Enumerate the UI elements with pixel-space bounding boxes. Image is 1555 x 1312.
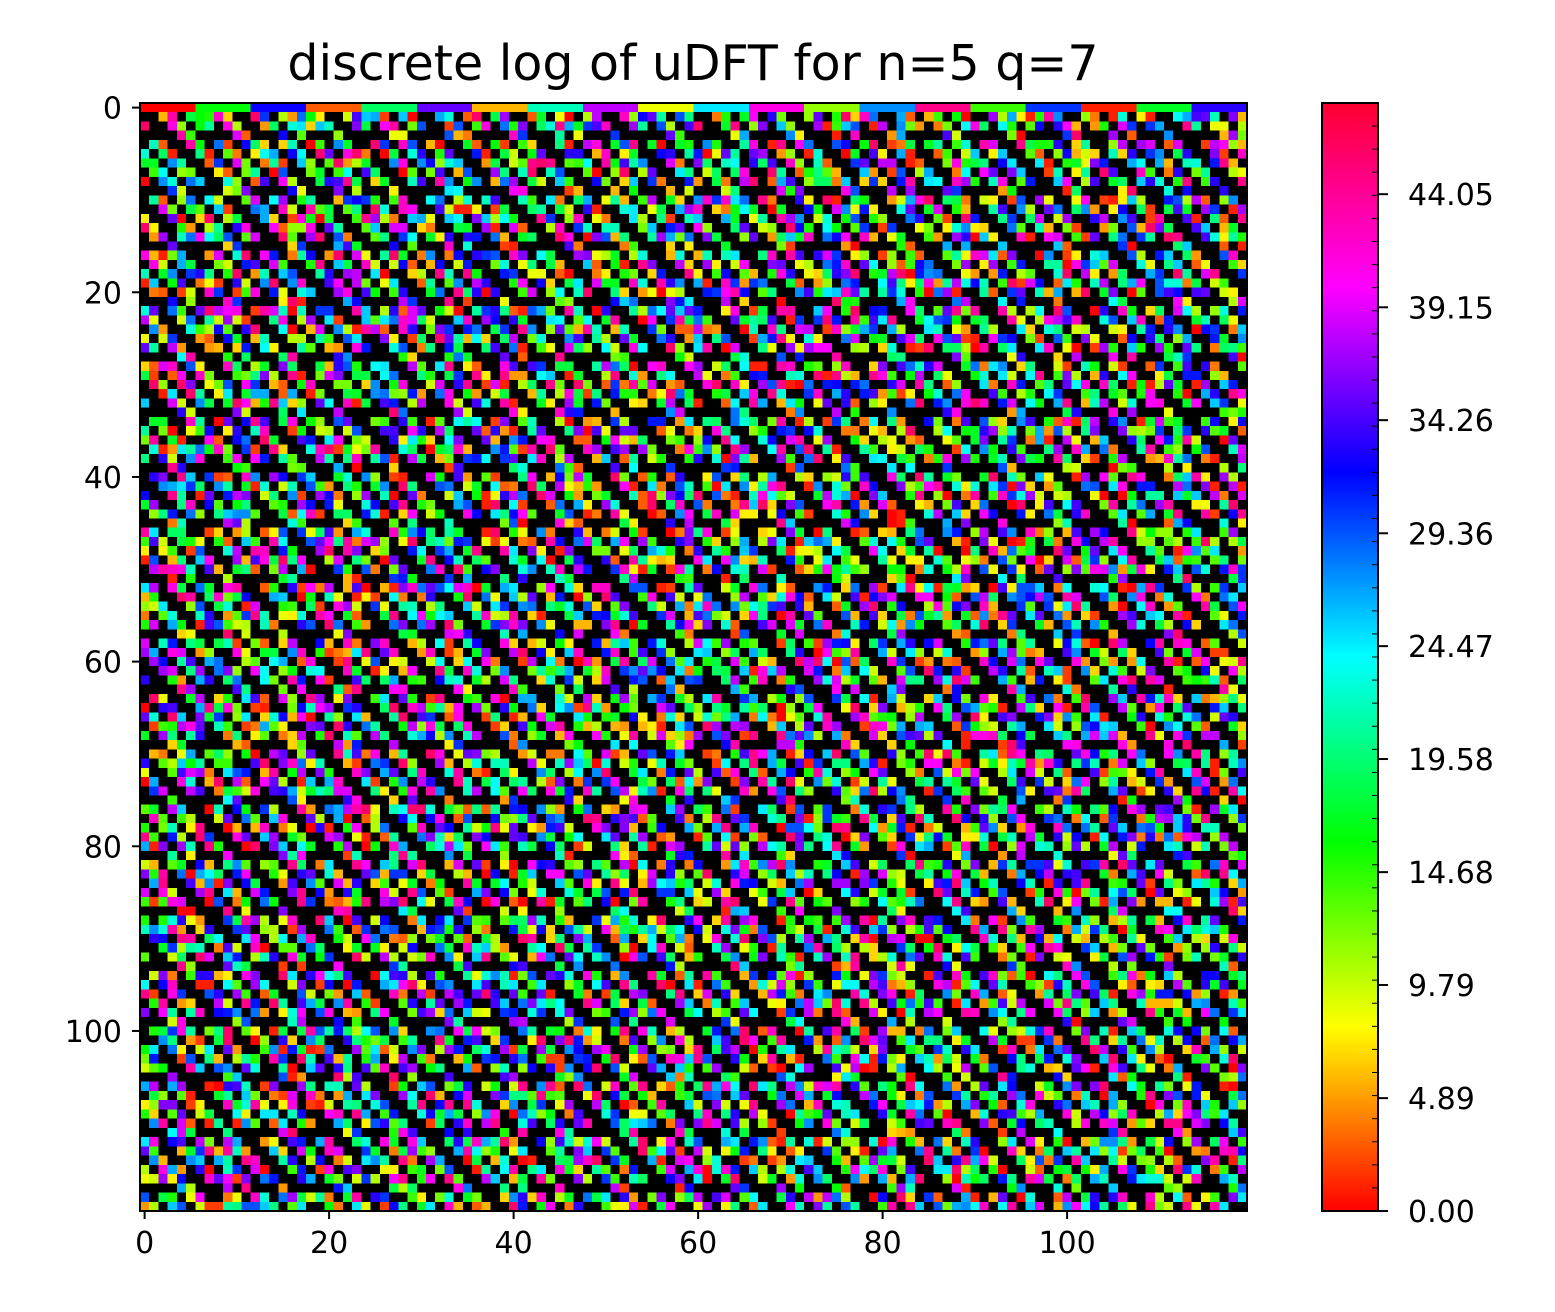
colorbar-tick-label: 24.47 bbox=[1408, 630, 1494, 665]
colorbar-tick-label: 44.05 bbox=[1408, 178, 1494, 213]
colorbar-tick-label: 0.00 bbox=[1408, 1195, 1475, 1230]
y-tick-label: 60 bbox=[84, 646, 122, 681]
colorbar-ticks: 0.00 4.89 9.79 14.68 19.58 24.47 29.36 34.26 39.… bbox=[1378, 178, 1494, 1230]
colorbar-tick-label: 19.58 bbox=[1408, 743, 1494, 778]
x-tick-label: 60 bbox=[679, 1226, 717, 1261]
colorbar-tick-label: 4.89 bbox=[1408, 1082, 1475, 1117]
y-tick-label: 40 bbox=[84, 461, 122, 496]
colorbar: 0.00 4.89 9.79 14.68 19.58 24.47 29.36 34.26 39.… bbox=[1321, 102, 1494, 1230]
y-tick-label: 20 bbox=[84, 276, 122, 311]
chart-title: discrete log of uDFT for n=5 q=7 bbox=[287, 35, 1098, 92]
x-tick-label: 100 bbox=[1038, 1226, 1095, 1261]
x-tick-label: 40 bbox=[495, 1226, 533, 1261]
y-tick-label: 0 bbox=[103, 92, 122, 127]
y-tick-label: 80 bbox=[84, 830, 122, 865]
colorbar-tick-label: 34.26 bbox=[1408, 404, 1494, 439]
y-axis: 0 20 40 60 80 100 bbox=[65, 92, 140, 1050]
colorbar-tick-label: 29.36 bbox=[1408, 517, 1494, 552]
x-tick-label: 0 bbox=[135, 1226, 154, 1261]
heatmap-plot-area bbox=[139, 102, 1248, 1212]
x-tick-label: 80 bbox=[864, 1226, 902, 1261]
x-axis: 0 20 40 60 80 100 bbox=[135, 1211, 1096, 1261]
colorbar-tick-label: 9.79 bbox=[1408, 969, 1475, 1004]
plot-frame bbox=[139, 102, 1248, 1212]
y-tick-label: 100 bbox=[65, 1015, 122, 1050]
colorbar-tick-label: 14.68 bbox=[1408, 856, 1494, 891]
colorbar-tick-label: 39.15 bbox=[1408, 291, 1494, 326]
heatmap-cells bbox=[140, 103, 1247, 1211]
colorbar-frame bbox=[1321, 102, 1379, 1212]
x-tick-label: 20 bbox=[310, 1226, 348, 1261]
colorbar-gradient bbox=[1322, 103, 1378, 1211]
